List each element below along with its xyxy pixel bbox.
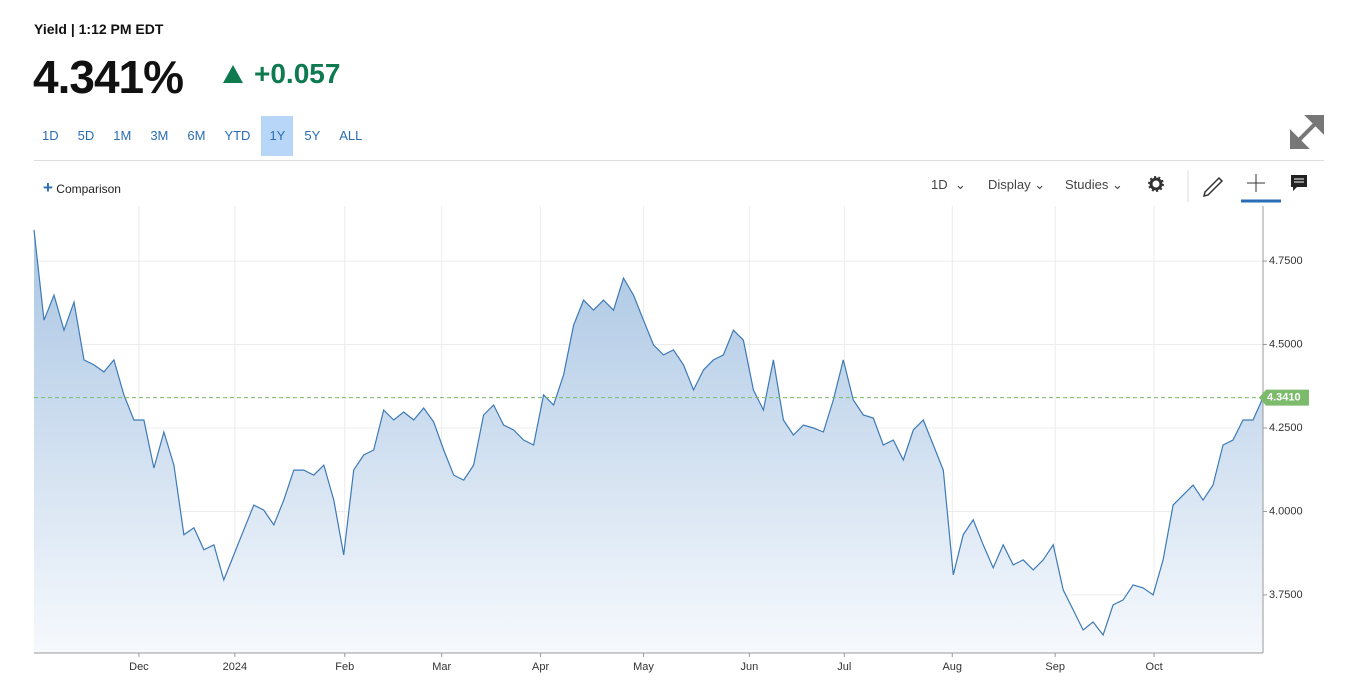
- x-tick-label: Dec: [129, 661, 149, 673]
- separator: [34, 160, 1324, 161]
- x-tick-label: 2024: [223, 661, 247, 673]
- x-tick-label: Aug: [942, 661, 962, 673]
- y-tick-label: 4.0000: [1269, 505, 1303, 517]
- last-value-label: 4.3410: [1267, 392, 1301, 404]
- display-button[interactable]: Display ⌄: [988, 177, 1046, 192]
- range-button[interactable]: 1M: [113, 128, 132, 143]
- range-button[interactable]: 1D: [42, 128, 59, 143]
- comparison-button[interactable]: + Comparison: [43, 178, 121, 197]
- interval-label: 1D: [931, 177, 948, 192]
- range-button[interactable]: 1Y: [261, 116, 294, 156]
- y-tick-label: 4.2500: [1269, 422, 1303, 434]
- y-tick-label: 4.5000: [1269, 338, 1303, 350]
- x-tick-label: Sep: [1045, 661, 1065, 673]
- studies-button[interactable]: Studies ⌄: [1065, 177, 1123, 192]
- x-tick-label: Jun: [741, 661, 759, 673]
- range-button[interactable]: 5D: [77, 128, 95, 143]
- x-tick-label: Apr: [532, 661, 549, 673]
- range-button[interactable]: 5Y: [304, 128, 321, 143]
- range-button[interactable]: 6M: [187, 128, 206, 143]
- price: 4.341%: [33, 51, 184, 103]
- x-tick-label: Oct: [1146, 661, 1163, 673]
- expand-icon[interactable]: [1289, 114, 1325, 150]
- range-button[interactable]: ALL: [339, 128, 363, 143]
- last-value-tag: [1259, 389, 1309, 406]
- x-tick-label: Feb: [335, 661, 354, 673]
- range-bar: 1D 5D 1M 3M 6M YTD 1Y 5Y ALL: [34, 116, 373, 156]
- range-button[interactable]: YTD: [224, 128, 251, 143]
- area-fill: [34, 230, 1263, 653]
- y-tick-label: 4.7500: [1269, 255, 1303, 267]
- studies-label: Studies: [1065, 177, 1109, 192]
- settings-icon[interactable]: [1148, 176, 1164, 192]
- line: [33, 229, 1264, 637]
- range-button[interactable]: 3M: [150, 128, 169, 143]
- comparison-label: Comparison: [56, 182, 121, 196]
- draw-icon[interactable]: [1202, 176, 1224, 198]
- x-tick-label: May: [633, 661, 654, 673]
- y-tick-label: 3.7500: [1269, 589, 1303, 601]
- up-arrow: [223, 65, 243, 83]
- interval-button[interactable]: 1D ⌄: [931, 177, 966, 192]
- change: +0.057: [254, 58, 341, 89]
- tool-icons: [1148, 170, 1307, 203]
- display-label: Display: [988, 177, 1031, 192]
- x-tick-label: Jul: [837, 661, 851, 673]
- title: Yield | 1:12 PM EDT: [34, 21, 164, 37]
- x-tick-label: Mar: [432, 661, 451, 673]
- notes-icon[interactable]: [1291, 175, 1307, 191]
- crosshair-icon[interactable]: [1241, 174, 1281, 203]
